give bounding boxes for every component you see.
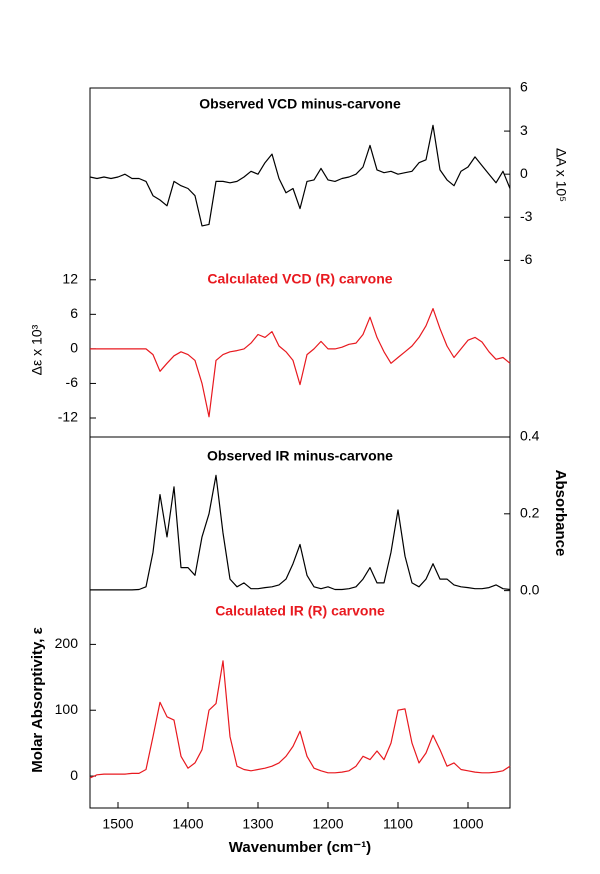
series-label: Observed VCD minus-carvone (199, 96, 401, 112)
spectrum-line (90, 308, 511, 418)
spectrum-line (89, 124, 511, 227)
x-tick-label: 1100 (383, 816, 413, 832)
spectrum-line (90, 474, 511, 591)
y-axis-label: Molar Absorptivity, ε (29, 627, 46, 772)
y2-tick-label: 0.0 (520, 581, 540, 597)
y-tick-label: 0 (70, 767, 78, 783)
x-tick-label: 1500 (102, 816, 133, 832)
x-tick-label: 1300 (242, 816, 273, 832)
spectrum-line (89, 660, 511, 779)
y2-tick-label: 0.2 (520, 505, 540, 521)
y2-axis-label: Absorbance (552, 470, 569, 557)
y2-tick-label: 0.4 (520, 428, 540, 444)
y2-tick-label: 0 (520, 165, 528, 181)
x-axis-label: Wavenumber (cm⁻¹) (229, 839, 371, 856)
y-tick-label: -12 (58, 409, 78, 425)
y-axis-label: Δε x 10³ (29, 324, 45, 375)
y-tick-label: 12 (62, 270, 78, 286)
y2-tick-label: -3 (520, 208, 533, 224)
y-tick-label: -6 (66, 374, 79, 390)
y2-tick-label: 3 (520, 122, 528, 138)
series-label: Calculated VCD (R) carvone (207, 271, 392, 287)
series-label: Observed IR minus-carvone (207, 448, 393, 464)
plot-frame (89, 87, 511, 809)
x-tick-label: 1400 (172, 816, 203, 832)
y-tick-label: 6 (70, 305, 78, 321)
y2-axis-label: ΔA x 10⁵ (553, 148, 569, 202)
y2-tick-label: 6 (520, 79, 528, 95)
y-tick-label: 0 (70, 340, 78, 356)
series-label: Calculated IR (R) carvone (215, 603, 385, 619)
x-tick-label: 1000 (452, 816, 483, 832)
y-tick-label: 100 (55, 701, 79, 717)
x-tick-label: 1200 (312, 816, 343, 832)
y-tick-label: 200 (55, 635, 79, 651)
y2-tick-label: -6 (520, 251, 533, 267)
